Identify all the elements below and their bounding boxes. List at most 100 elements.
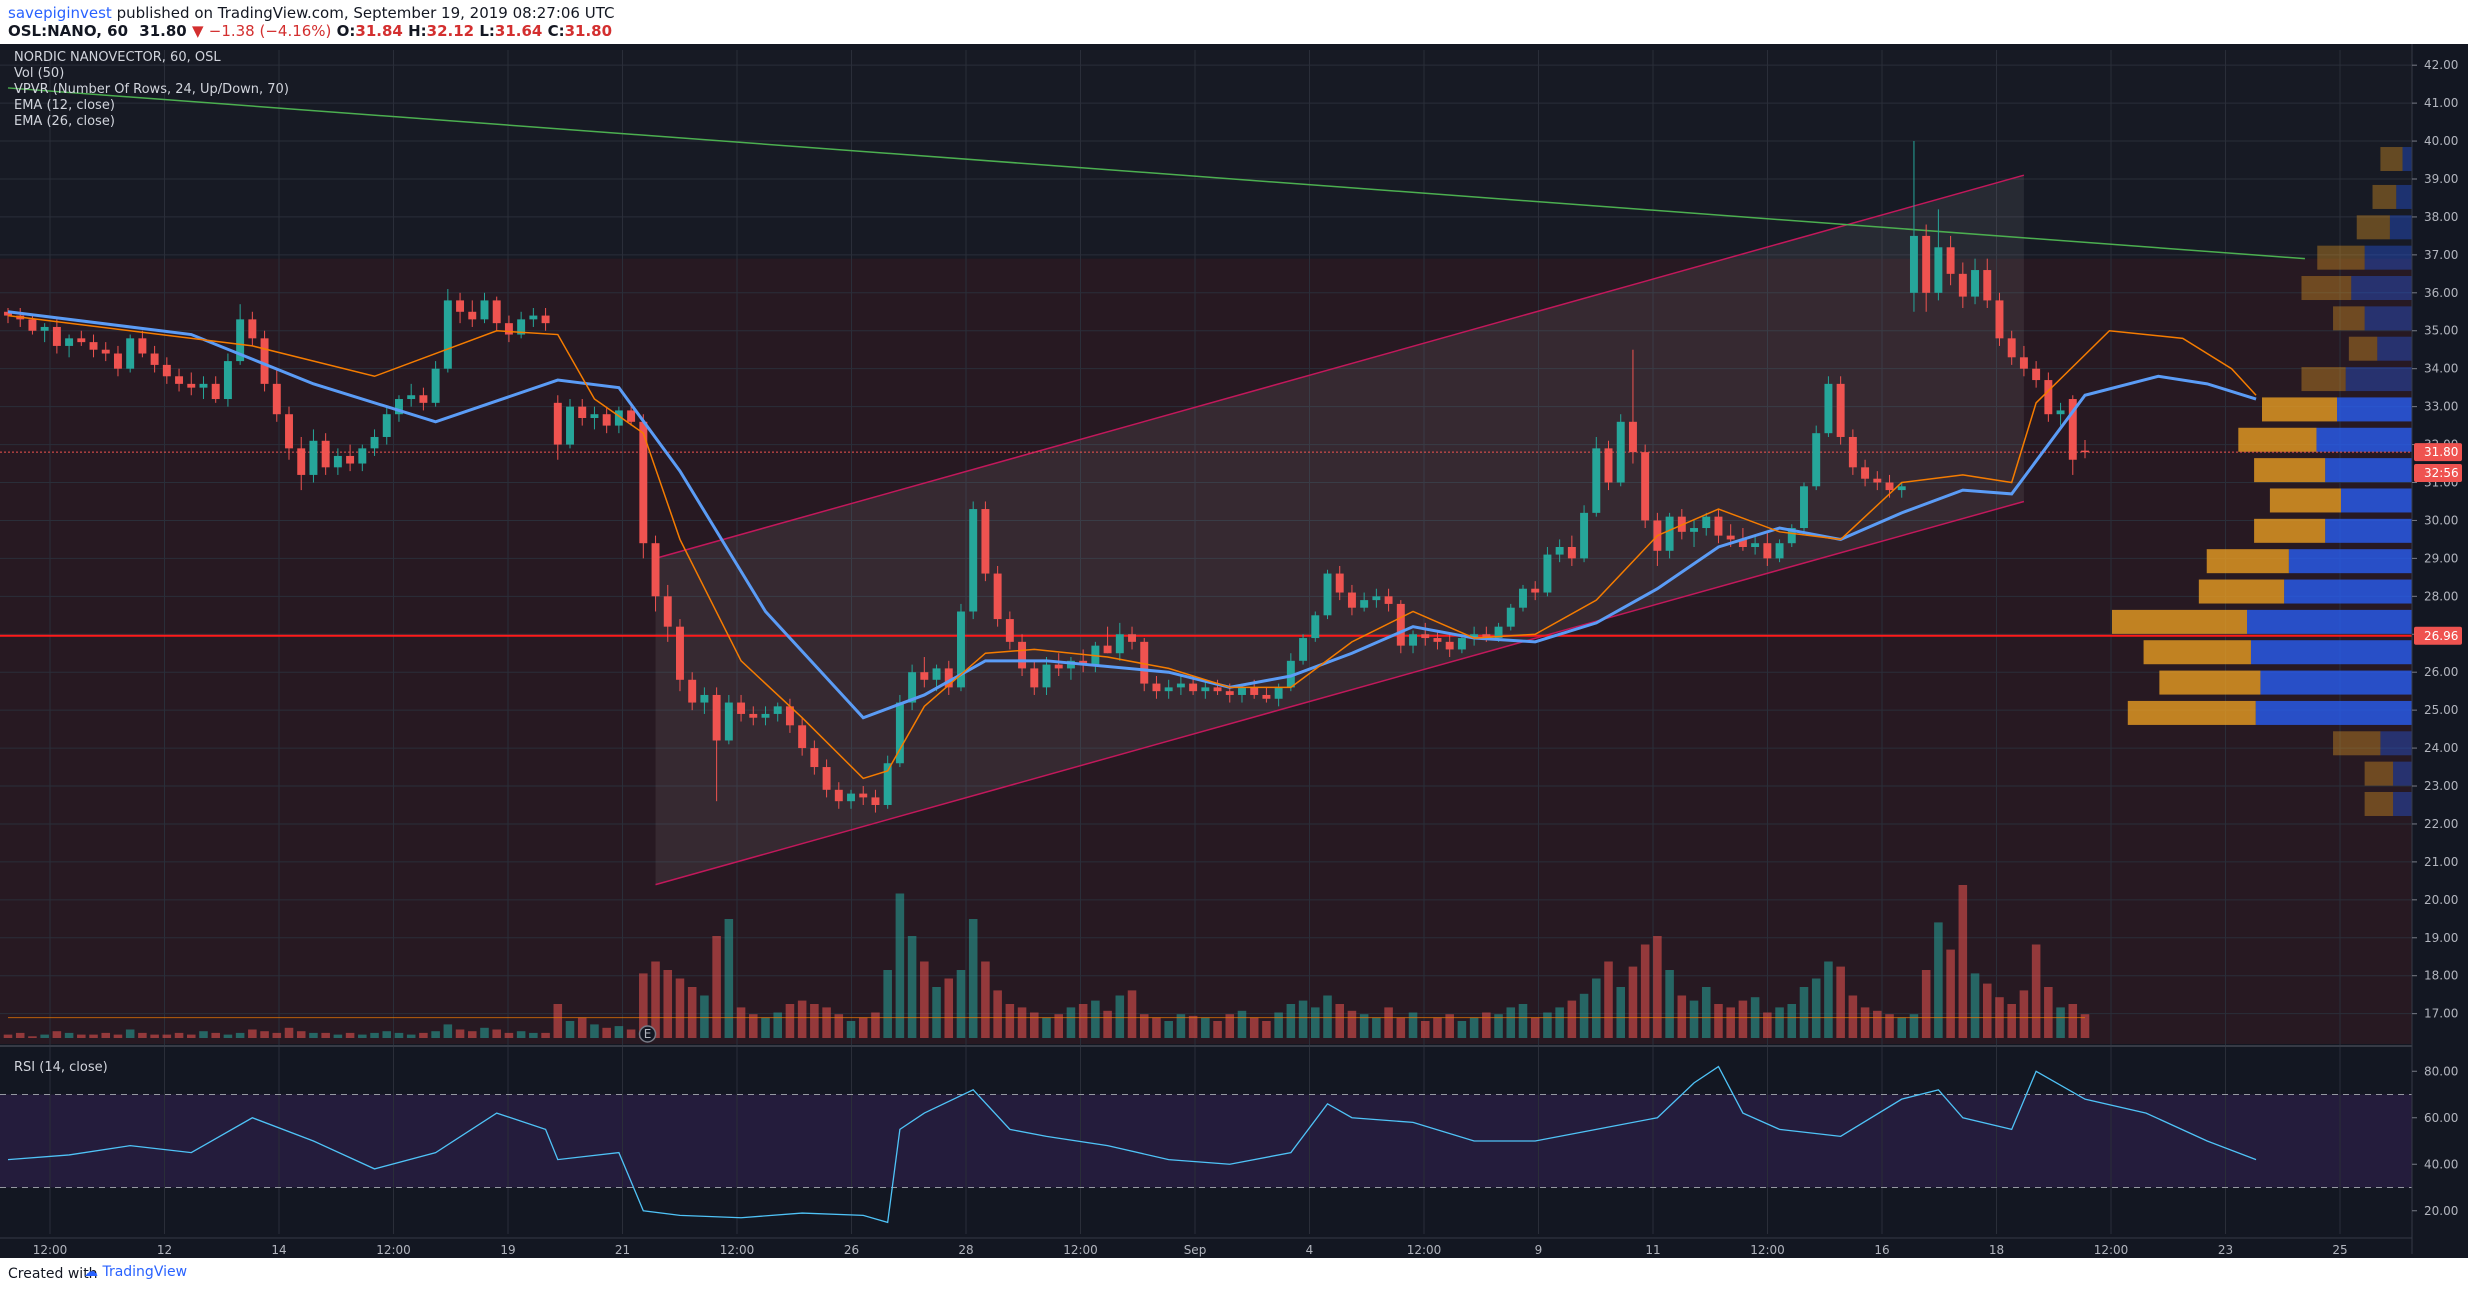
candle-body [1005, 619, 1014, 642]
candle-body [101, 349, 110, 354]
symbol-quote-line: OSL:NANO, 60 31.80 ▼ −1.38 (−4.16%) O:31… [8, 22, 612, 40]
volume-bar [932, 987, 941, 1038]
tradingview-logo[interactable]: ☁ TradingView [84, 1264, 187, 1280]
candle-body [1225, 691, 1234, 695]
vpvr-down-bar [2127, 700, 2256, 725]
volume-bar [1286, 1004, 1296, 1038]
candle-body [1445, 641, 1454, 650]
candle [2056, 402, 2065, 426]
vpvr-up-bar [2340, 488, 2412, 513]
candle-body [77, 338, 86, 343]
volume-bar [1482, 1012, 1491, 1038]
rsi-tick-label: 80.00 [2424, 1064, 2458, 1078]
candle [675, 619, 684, 692]
volume-bar [639, 973, 648, 1038]
volume-bar [1689, 1000, 1699, 1038]
candle-body [529, 315, 538, 320]
legend-ema12[interactable]: EMA (12, close) [14, 98, 115, 113]
time-tick-label: 12:00 [2094, 1243, 2129, 1257]
candle [223, 353, 232, 407]
candle-body [1470, 634, 1479, 639]
volume-bar [1372, 1017, 1381, 1038]
volume-bar [211, 1032, 220, 1038]
volume-bar [101, 1032, 111, 1038]
candle [1360, 592, 1369, 612]
created-with-text: Created with [8, 1266, 98, 1282]
legend-ema26[interactable]: EMA (26, close) [14, 114, 115, 129]
candle [1396, 600, 1405, 654]
volume-bar [1946, 949, 1955, 1038]
candle-body [651, 543, 660, 597]
candle-body [1347, 592, 1356, 608]
chart-canvas[interactable]: E 17.00 18.00 19.00 20.00 21.00 22.00 23.00 24.0… [0, 44, 2468, 1258]
candle-body [627, 410, 636, 422]
candle-body [1433, 638, 1442, 642]
legend-vpvr[interactable]: VPVR (Number Of Rows, 24, Up/Down, 70) [14, 82, 289, 97]
candle [1531, 581, 1540, 601]
candle-body [1543, 554, 1552, 593]
price-tick-label: 28.00 [2424, 589, 2458, 603]
author-link[interactable]: savepiginvest [8, 4, 112, 22]
candle [1690, 520, 1699, 547]
volume-bar [651, 961, 660, 1038]
candle-body [1641, 452, 1650, 521]
candle-body [175, 376, 184, 384]
volume-bars [3, 885, 2090, 1038]
volume-bar [1103, 1010, 1112, 1038]
volume-bar [968, 919, 978, 1038]
candle-body [1042, 664, 1051, 688]
candle-body [504, 323, 513, 335]
rsi-legend[interactable]: RSI (14, close) [14, 1060, 108, 1075]
candle [1580, 505, 1589, 563]
low-label: L: [479, 22, 495, 40]
candle-body [187, 383, 196, 388]
candle [211, 376, 220, 403]
price-tick-label: 42.00 [2424, 58, 2458, 72]
price-tick-label: 22.00 [2424, 817, 2458, 831]
candle [1775, 539, 1784, 563]
candle-body [1384, 596, 1393, 604]
candle-body [223, 361, 232, 400]
vpvr-down-bar [2301, 367, 2346, 392]
candle-body [40, 326, 49, 331]
price-badge-label: 26.96 [2424, 629, 2458, 643]
ema26-line [7, 310, 2257, 720]
price-change: −1.38 (−4.16%) [208, 22, 332, 40]
candle [1201, 679, 1210, 699]
volume-bar [52, 1031, 62, 1038]
candle [712, 687, 721, 802]
vpvr-down-bar [2372, 184, 2397, 209]
candle [1384, 588, 1393, 612]
down-arrow-icon: ▼ [191, 22, 204, 40]
candles [4, 141, 2089, 813]
volume-bar [1677, 995, 1687, 1038]
candle [1628, 349, 1637, 464]
candle [517, 311, 526, 339]
candle-body [1372, 596, 1381, 601]
vpvr-down-bar [2206, 549, 2289, 574]
candle-body [2032, 368, 2041, 381]
candle-body [541, 315, 550, 324]
legend-vol[interactable]: Vol (50) [14, 66, 65, 81]
candle-body [688, 679, 697, 703]
tradingview-logo-icon: ☁ [84, 1264, 103, 1280]
volume-bar [700, 995, 709, 1038]
candle-body [2007, 338, 2016, 358]
candle [773, 702, 782, 722]
volume-bar [28, 1036, 37, 1038]
candle [737, 694, 746, 722]
vpvr-up-bar [2316, 427, 2412, 452]
candle [981, 501, 990, 582]
candle [272, 368, 281, 422]
candle [1714, 509, 1723, 544]
candle [65, 334, 74, 358]
candle [566, 399, 574, 449]
volume-bar [614, 1026, 624, 1038]
candle-body [1714, 516, 1723, 536]
candle [2044, 372, 2053, 422]
candle-body [382, 414, 391, 437]
candle-body [28, 319, 37, 331]
volume-bar [2007, 1004, 2016, 1038]
candle [1897, 482, 1906, 498]
volume-bar [1164, 1021, 1173, 1038]
